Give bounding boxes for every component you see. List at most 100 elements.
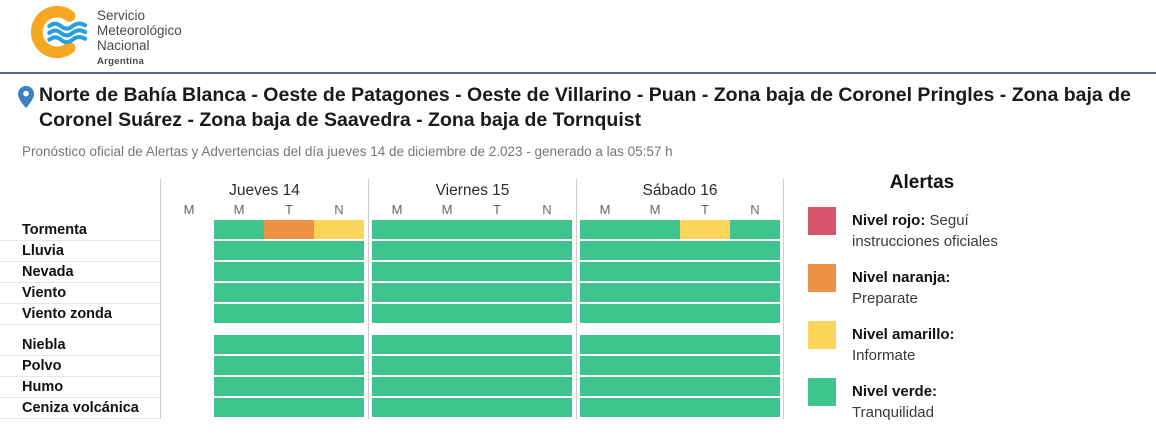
alert-cell-verde	[730, 283, 780, 302]
alert-cell-verde	[372, 262, 422, 281]
row-label: Nevada	[0, 262, 160, 283]
day-label: Sábado 16	[642, 182, 718, 199]
period-label: M	[441, 202, 453, 217]
alert-cell-verde	[522, 398, 572, 417]
alert-cell-verde	[314, 377, 364, 396]
row-label: Polvo	[0, 356, 160, 377]
day-group	[576, 356, 784, 377]
legend-item: Nivel naranja: Preparate	[808, 264, 1058, 309]
table-row: Polvo	[0, 356, 790, 377]
alert-cell-verde	[372, 398, 422, 417]
alert-cell-verde	[472, 335, 522, 354]
period-label: M	[391, 202, 403, 217]
alert-cell-verde	[680, 356, 730, 375]
alert-cell-verde	[730, 304, 780, 323]
legend-item-text: Nivel rojo: Seguí instrucciones oficiale…	[852, 212, 998, 250]
alert-cell-verde	[522, 304, 572, 323]
alert-cell-verde	[372, 283, 422, 302]
alert-cell-verde	[214, 220, 264, 239]
alert-cell-verde	[264, 304, 314, 323]
alert-cell-verde	[630, 377, 680, 396]
alert-cell-verde	[472, 377, 522, 396]
table-row: Nevada	[0, 262, 790, 283]
period-label: M	[233, 202, 245, 217]
legend-title: Alertas	[889, 172, 955, 193]
period-label: T	[493, 202, 501, 217]
alert-cell-empty	[164, 377, 214, 396]
smn-logo-icon	[31, 5, 88, 59]
day-header-row: Jueves 14 Viernes 15 Sábado 16	[0, 179, 790, 202]
alert-cell-verde	[680, 377, 730, 396]
alert-cell-verde	[680, 283, 730, 302]
day-group: Viernes 15	[368, 179, 576, 202]
alert-cell-verde	[730, 220, 780, 239]
alert-cell-verde	[472, 241, 522, 260]
day-group	[160, 398, 368, 419]
alert-cell-verde	[680, 335, 730, 354]
alert-cell-verde	[264, 335, 314, 354]
spacer-label	[0, 325, 160, 335]
corner-spacer	[0, 202, 160, 220]
day-group	[576, 220, 784, 241]
alert-cell-verde	[580, 220, 630, 239]
alert-cell-verde	[630, 304, 680, 323]
alert-cell-verde	[372, 335, 422, 354]
alert-cell-naranja	[264, 220, 314, 239]
day-group	[576, 335, 784, 356]
table-row: Lluvia	[0, 241, 790, 262]
day-group	[368, 398, 576, 419]
alert-cell-verde	[580, 356, 630, 375]
alert-cell-verde	[422, 335, 472, 354]
alert-cell-verde	[580, 377, 630, 396]
alert-cell-verde	[472, 262, 522, 281]
day-group	[368, 220, 576, 241]
alert-cell-verde	[630, 356, 680, 375]
smn-logo[interactable]: Servicio Meteorológico Nacional Argentin…	[30, 3, 182, 69]
day-group	[368, 241, 576, 262]
alert-cell-verde	[314, 304, 364, 323]
period-label: N	[750, 202, 760, 217]
legend-item-text: Nivel amarillo: Informate	[852, 326, 955, 364]
alert-cell-verde	[522, 241, 572, 260]
alert-cell-verde	[730, 356, 780, 375]
alert-cell-verde	[472, 304, 522, 323]
alert-cell-empty	[164, 356, 214, 375]
legend-level-name: Nivel naranja:	[852, 269, 951, 286]
day-group	[160, 283, 368, 304]
day-group	[576, 262, 784, 283]
forecast-subtitle: Pronóstico oficial de Alertas y Adverten…	[22, 144, 673, 159]
period-label: M	[183, 202, 195, 217]
alert-cell-verde	[214, 377, 264, 396]
alert-legend: Alertas Nivel rojo: Seguí instrucciones …	[808, 172, 1058, 435]
day-group	[160, 304, 368, 325]
alert-cell-verde	[630, 335, 680, 354]
day-label: Viernes 15	[435, 182, 510, 199]
alert-cell-verde	[730, 398, 780, 417]
alert-cell-verde	[372, 377, 422, 396]
table-row: Viento	[0, 283, 790, 304]
day-label: Jueves 14	[229, 182, 300, 199]
alert-cell-verde	[630, 262, 680, 281]
location-header: Norte de Bahía Blanca - Oeste de Patagon…	[18, 83, 1143, 132]
alert-cell-verde	[264, 241, 314, 260]
row-label: Viento zonda	[0, 304, 160, 325]
alert-cell-verde	[214, 241, 264, 260]
row-label: Humo	[0, 377, 160, 398]
alert-cell-verde	[472, 398, 522, 417]
alert-cell-empty	[164, 304, 214, 323]
page-title: Norte de Bahía Blanca - Oeste de Patagon…	[39, 84, 1131, 131]
alert-cell-verde	[680, 241, 730, 260]
alert-cell-verde	[314, 241, 364, 260]
legend-color-swatch-verde	[808, 378, 836, 406]
day-group: Jueves 14	[160, 179, 368, 202]
day-group	[368, 335, 576, 356]
alert-cell-verde	[372, 304, 422, 323]
alert-cell-verde	[730, 262, 780, 281]
alert-cell-verde	[264, 356, 314, 375]
day-group	[576, 398, 784, 419]
alert-cell-verde	[214, 335, 264, 354]
